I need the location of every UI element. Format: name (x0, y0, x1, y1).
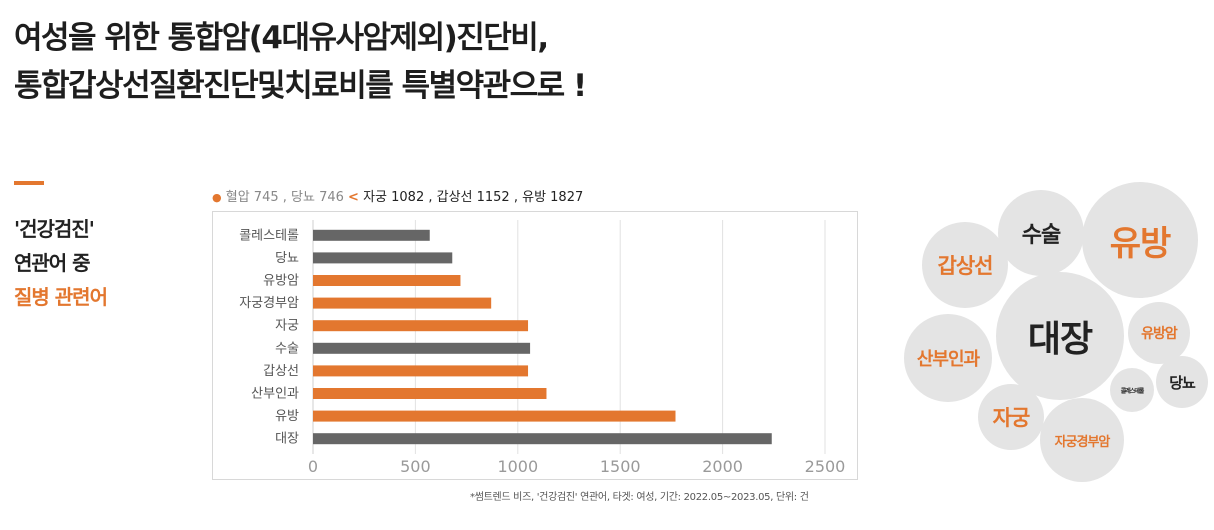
summary-muted: 혈압 745 , 당뇨 746 (225, 190, 344, 205)
summary-less-than: < (348, 190, 359, 205)
bubble-수술: 수술 (998, 190, 1084, 276)
y-tick-label: 산부인과 (251, 387, 299, 402)
y-tick-label: 콜레스테롤 (239, 228, 299, 243)
chart-summary: ● 혈압 745 , 당뇨 746 < 자궁 1082 , 갑상선 1152 ,… (212, 186, 583, 205)
bar (313, 252, 453, 264)
bar (313, 275, 461, 286)
bar (313, 433, 772, 445)
bubble-자궁경부암: 자궁경부암 (1040, 398, 1124, 482)
summary-strong: 자궁 1082 , 갑상선 1152 , 유방 1827 (363, 190, 584, 205)
bar (313, 410, 676, 422)
headline-line-1: 여성을 위한 통합암(4대유사암제외)진단비, (14, 20, 549, 56)
x-tick-label: 0 (308, 457, 318, 476)
x-tick-label: 2000 (702, 457, 743, 476)
y-tick-label: 유방 (275, 409, 299, 424)
side-label-line-3: 질병 관련어 (14, 285, 108, 309)
bubble-유방: 유방 (1082, 182, 1198, 298)
side-label: '건강검진' 연관어 중 질병 관련어 (14, 212, 108, 314)
bar (313, 297, 492, 309)
x-tick-label: 2500 (805, 457, 846, 476)
bar (313, 365, 529, 377)
bar (313, 388, 547, 399)
bubble-유방암: 유방암 (1128, 302, 1190, 364)
side-label-line-1: '건강검진' (14, 217, 95, 241)
x-tick-label: 500 (400, 457, 431, 476)
accent-bar (14, 181, 44, 185)
y-tick-label: 유방암 (263, 274, 299, 289)
y-tick-label: 자궁 (275, 319, 299, 334)
side-label-line-2: 연관어 중 (14, 251, 91, 275)
y-tick-label: 갑상선 (263, 364, 299, 379)
bubble-자궁: 자궁 (978, 384, 1044, 450)
bar (313, 320, 529, 332)
x-tick-label: 1000 (497, 457, 538, 476)
y-tick-label: 자궁경부암 (239, 296, 299, 311)
bar (313, 342, 531, 354)
y-tick-label: 수술 (275, 341, 299, 356)
bubble-산부인과: 산부인과 (904, 314, 992, 402)
bubble-갑상선: 갑상선 (922, 222, 1008, 308)
x-tick-label: 1500 (600, 457, 641, 476)
headline-line-2: 통합갑상선질환진단및치료비를 특별약관으로 ! (14, 68, 587, 104)
bubble-대장: 대장 (996, 272, 1124, 400)
bullet-dot-icon: ● (212, 191, 222, 204)
headline: 여성을 위한 통합암(4대유사암제외)진단비, 통합갑상선질환진단및치료비를 특… (14, 14, 587, 110)
source-note: *썸트렌드 비즈, '건강검진' 연관어, 타겟: 여성, 기간: 2022.0… (470, 492, 809, 503)
y-tick-label: 대장 (275, 432, 299, 447)
y-tick-label: 당뇨 (275, 251, 299, 266)
bubble-콜레스테롤: 콜레스테롤 (1110, 368, 1154, 412)
bar (313, 229, 430, 241)
word-cloud: 유방 수술 갑상선 대장 유방암 산부인과 당뇨 콜레스테롤 자궁 자궁경부암 (900, 180, 1208, 490)
bubble-당뇨: 당뇨 (1156, 356, 1208, 408)
